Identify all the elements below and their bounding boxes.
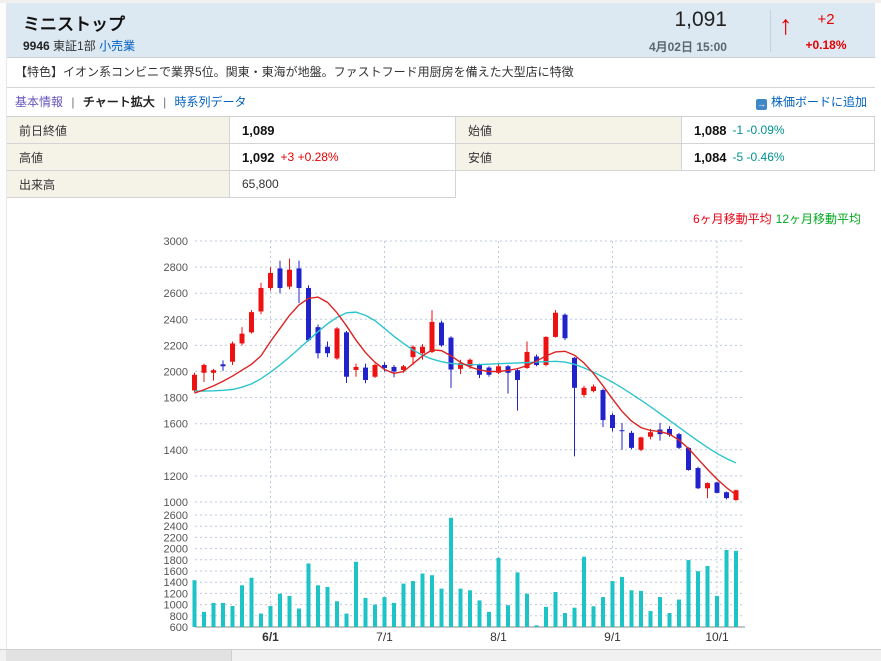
tab-bar: 基本情報 | チャート拡大 | 時系列データ → 株価ボードに追加 bbox=[7, 88, 875, 117]
page-left-edge bbox=[0, 3, 7, 649]
open-value: 1,088 -1 -0.09% bbox=[682, 117, 875, 144]
legend-ma12: 12ヶ月移動平均 bbox=[775, 212, 861, 226]
stock-code: 9946 bbox=[23, 39, 50, 53]
volume-label: 出来高 bbox=[7, 171, 230, 198]
svg-text:2400: 2400 bbox=[164, 521, 188, 533]
price-change: +2 bbox=[817, 11, 835, 28]
footer-strip bbox=[0, 649, 881, 661]
add-to-price-board-label: 株価ボードに追加 bbox=[770, 95, 867, 109]
current-price: 1,091 bbox=[674, 8, 727, 31]
svg-text:9/1: 9/1 bbox=[604, 630, 621, 644]
low-label: 安値 bbox=[456, 144, 682, 171]
prev-close-value: 1,089 bbox=[230, 117, 456, 144]
svg-text:1000: 1000 bbox=[164, 497, 188, 509]
low-value: 1,084 -5 -0.46% bbox=[682, 144, 875, 171]
svg-text:1400: 1400 bbox=[164, 445, 188, 457]
tab-time-series[interactable]: 時系列データ bbox=[174, 95, 247, 109]
add-to-price-board-link[interactable]: → 株価ボードに追加 bbox=[755, 88, 867, 116]
table-row: 出来高 65,800 bbox=[7, 171, 875, 198]
svg-text:2000: 2000 bbox=[164, 544, 188, 556]
table-row: 前日終値 1,089 始値 1,088 -1 -0.09% bbox=[7, 117, 875, 144]
price-volume-chart: 1000120014001600180020002200240026002800… bbox=[164, 236, 745, 644]
svg-text:1200: 1200 bbox=[164, 471, 188, 483]
svg-text:2200: 2200 bbox=[164, 532, 188, 544]
svg-text:1000: 1000 bbox=[164, 600, 188, 612]
open-label: 始値 bbox=[456, 117, 682, 144]
svg-text:2600: 2600 bbox=[164, 510, 188, 522]
high-label: 高値 bbox=[7, 144, 230, 171]
tab-separator: | bbox=[163, 95, 167, 109]
page-top-edge bbox=[0, 0, 881, 3]
table-row: 高値 1,092 +3 +0.28% 安値 1,084 -5 -0.46% bbox=[7, 144, 875, 171]
svg-text:1400: 1400 bbox=[164, 577, 188, 589]
svg-text:7/1: 7/1 bbox=[376, 630, 393, 644]
svg-text:2600: 2600 bbox=[164, 288, 188, 300]
svg-text:2400: 2400 bbox=[164, 314, 188, 326]
price-change-percent: +0.18% bbox=[805, 38, 847, 52]
legend-ma6: 6ヶ月移動平均 bbox=[692, 212, 772, 226]
stock-market: 東証1部 bbox=[53, 39, 96, 53]
svg-text:10/1: 10/1 bbox=[705, 630, 729, 644]
svg-text:8/1: 8/1 bbox=[490, 630, 507, 644]
svg-text:6/1: 6/1 bbox=[262, 630, 279, 644]
tab-chart-enlarge[interactable]: チャート拡大 bbox=[82, 95, 155, 109]
empty-cell bbox=[682, 171, 875, 198]
svg-text:1800: 1800 bbox=[164, 555, 188, 567]
chart-legend: 6ヶ月移動平均 12ヶ月移動平均 bbox=[693, 210, 861, 227]
svg-text:2800: 2800 bbox=[164, 262, 188, 274]
svg-text:1800: 1800 bbox=[164, 393, 188, 405]
svg-text:1200: 1200 bbox=[164, 588, 188, 600]
svg-text:2200: 2200 bbox=[164, 340, 188, 352]
svg-text:3000: 3000 bbox=[164, 236, 188, 248]
tab-separator: | bbox=[71, 95, 75, 109]
svg-text:2000: 2000 bbox=[164, 367, 188, 379]
footer-box bbox=[6, 650, 232, 661]
svg-text:1600: 1600 bbox=[164, 419, 188, 431]
quote-table: 前日終値 1,089 始値 1,088 -1 -0.09% 高値 1,092 +3 … bbox=[7, 117, 875, 198]
header-divider bbox=[770, 10, 771, 52]
svg-text:600: 600 bbox=[170, 622, 188, 634]
high-value: 1,092 +3 +0.28% bbox=[230, 144, 456, 171]
arrow-right-icon: → bbox=[755, 99, 767, 110]
empty-cell bbox=[456, 171, 682, 198]
up-arrow-icon: ↑ bbox=[779, 10, 793, 40]
sector-link[interactable]: 小売業 bbox=[99, 39, 136, 53]
svg-text:1600: 1600 bbox=[164, 566, 188, 578]
stock-name: ミニストップ bbox=[23, 15, 125, 34]
volume-value: 65,800 bbox=[230, 171, 456, 198]
stock-header: ミニストップ 9946 東証1部 小売業 1,091 4月02日 15:00 ↑… bbox=[7, 3, 875, 58]
prev-close-label: 前日終値 bbox=[7, 117, 230, 144]
company-feature-text: 【特色】イオン系コンビニで業界5位。関東・東海が地盤。ファストフード用厨房を備え… bbox=[7, 58, 875, 88]
quote-datetime: 4月02日 15:00 bbox=[648, 40, 727, 54]
tab-basic-info[interactable]: 基本情報 bbox=[15, 95, 64, 109]
tabs: 基本情報 | チャート拡大 | 時系列データ bbox=[15, 88, 247, 116]
stock-code-line: 9946 東証1部 小売業 bbox=[23, 37, 135, 54]
svg-text:800: 800 bbox=[170, 611, 188, 623]
